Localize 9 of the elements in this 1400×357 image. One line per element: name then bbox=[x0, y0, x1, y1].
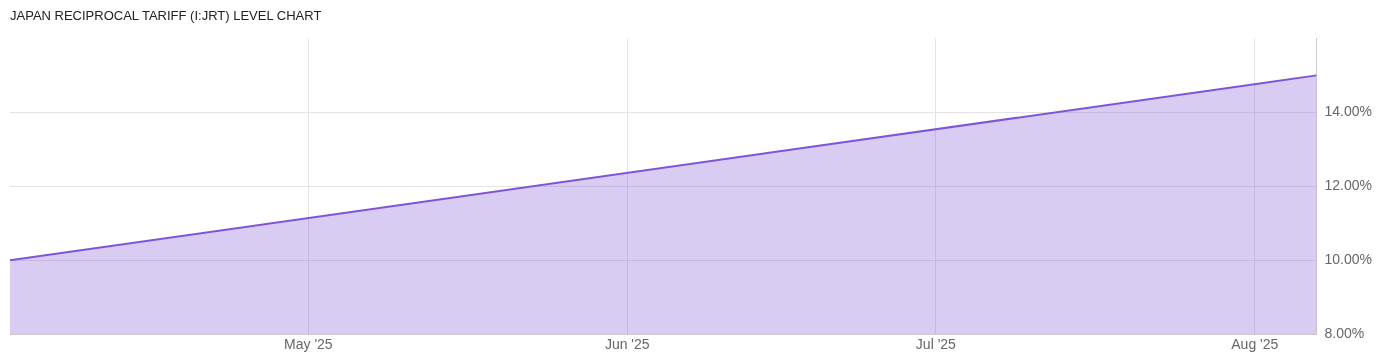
y-tick-label: 10.00% bbox=[1324, 251, 1372, 268]
x-tick-label: Aug '25 bbox=[1231, 336, 1279, 353]
y-tick-label: 14.00% bbox=[1324, 103, 1372, 120]
x-tick-label: May '25 bbox=[284, 336, 333, 353]
chart-title: JAPAN RECIPROCAL TARIFF (I:JRT) LEVEL CHART bbox=[10, 8, 322, 23]
y-tick-label: 8.00% bbox=[1324, 325, 1365, 342]
x-tick-label: Jun '25 bbox=[604, 336, 650, 353]
x-tick-label: Jul '25 bbox=[915, 336, 957, 353]
y-tick-label: 12.00% bbox=[1324, 177, 1372, 194]
